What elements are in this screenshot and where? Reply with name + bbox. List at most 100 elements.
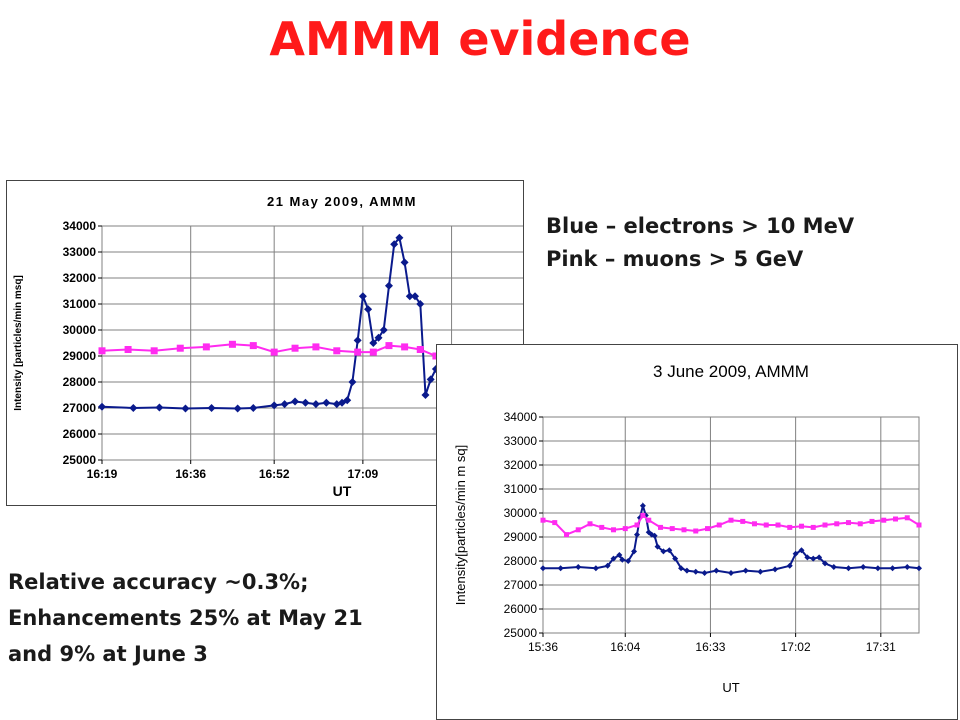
y-tick-label: 25000	[63, 453, 97, 467]
data-point-muons	[787, 524, 793, 530]
data-point-muons	[416, 346, 424, 353]
data-point-electrons	[634, 531, 640, 538]
data-point-electrons	[426, 375, 435, 384]
y-axis-label: Intensity[particles/min m sq]	[453, 445, 468, 605]
data-point-electrons	[311, 400, 320, 409]
data-point-electrons	[904, 564, 911, 570]
data-point-muons	[291, 344, 299, 352]
data-point-electrons	[816, 554, 823, 561]
data-point-muons	[916, 522, 922, 528]
data-point-electrons	[660, 548, 667, 555]
y-tick-label: 31000	[63, 297, 97, 311]
data-point-electrons	[728, 570, 734, 576]
data-point-electrons	[889, 565, 896, 572]
data-point-electrons	[575, 564, 582, 570]
data-point-electrons	[692, 568, 699, 575]
data-point-electrons	[369, 339, 378, 347]
data-point-electrons	[860, 564, 867, 570]
data-point-muons	[622, 526, 628, 532]
y-tick-label: 29000	[504, 530, 538, 544]
data-point-muons	[681, 527, 687, 533]
data-point-muons	[716, 522, 722, 528]
data-point-muons	[401, 343, 409, 351]
data-point-electrons	[374, 333, 383, 342]
data-point-electrons	[654, 543, 661, 550]
x-tick-label: 16:04	[610, 640, 640, 654]
y-tick-label: 26000	[63, 427, 97, 441]
data-point-muons	[354, 348, 362, 356]
data-point-electrons	[645, 529, 652, 536]
data-point-electrons	[916, 565, 922, 572]
chart-june-3: 3 June 2009, AMMM 25000 26000 27000 28000 290…	[436, 344, 958, 720]
data-point-muons	[881, 517, 887, 523]
chart-title: 3 June 2009, AMMM	[653, 362, 809, 381]
y-axis-label: Intensity [particles/min msq]	[13, 275, 24, 411]
y-tick-label: 34000	[63, 219, 97, 233]
data-point-muons	[834, 521, 840, 527]
data-point-muons	[540, 517, 546, 523]
data-point-muons	[432, 352, 440, 360]
data-point-muons	[634, 522, 640, 528]
data-point-muons	[893, 516, 898, 522]
data-point-electrons	[416, 300, 425, 308]
data-point-electrons	[358, 292, 367, 301]
data-point-electrons	[757, 568, 764, 575]
data-point-electrons	[651, 532, 658, 539]
data-point-electrons	[604, 562, 611, 569]
x-tick-label: 16:52	[259, 467, 290, 481]
data-point-electrons	[625, 558, 632, 564]
data-point-muons	[740, 518, 746, 524]
data-point-electrons	[322, 398, 331, 407]
data-point-electrons	[421, 391, 430, 399]
data-point-electrons	[639, 502, 646, 509]
note-line-3: and 9% at June 3	[8, 642, 208, 666]
x-tick-label: 17:09	[348, 467, 379, 481]
y-tick-label: 33000	[504, 434, 538, 448]
data-point-electrons	[181, 404, 190, 413]
data-point-electrons	[338, 398, 346, 407]
chart-june-3-svg: 3 June 2009, AMMM 25000 26000 27000 28000 290…	[453, 362, 922, 695]
data-point-electrons	[98, 402, 106, 411]
data-point-muons	[98, 347, 106, 355]
data-point-muons	[270, 348, 278, 356]
data-point-electrons	[557, 565, 564, 572]
data-point-muons	[150, 347, 158, 355]
note-line-1: Relative accuracy ~0.3%;	[8, 570, 309, 594]
y-tick-label: 30000	[504, 506, 538, 520]
y-tick-label: 27000	[63, 401, 97, 415]
y-tick-label: 30000	[63, 323, 97, 337]
x-tick-label: 17:31	[866, 640, 896, 654]
data-point-electrons	[291, 397, 300, 406]
data-point-electrons	[616, 552, 623, 558]
data-point-electrons	[280, 400, 289, 409]
data-point-muons	[564, 532, 569, 538]
data-point-electrons	[619, 556, 626, 563]
note-line-2: Enhancements 25% at May 21	[8, 606, 363, 630]
data-point-electrons	[666, 547, 673, 554]
data-point-electrons	[672, 555, 679, 562]
x-axis-label: UT	[333, 483, 352, 499]
data-point-electrons	[343, 396, 352, 405]
data-point-muons	[869, 518, 875, 524]
y-tick-label: 33000	[63, 245, 97, 259]
data-point-muons	[846, 520, 851, 526]
data-point-muons	[385, 342, 393, 350]
data-point-muons	[228, 340, 236, 348]
x-tick-label: 17:02	[781, 640, 811, 654]
data-point-muons	[176, 344, 184, 352]
data-point-electrons	[683, 567, 690, 574]
data-point-muons	[611, 527, 616, 533]
data-point-electrons	[384, 281, 393, 290]
x-tick-label: 15:36	[528, 640, 558, 654]
data-point-muons	[705, 526, 710, 532]
y-tick-label: 29000	[63, 349, 97, 363]
data-point-electrons	[129, 404, 138, 412]
y-tick-label: 28000	[504, 554, 538, 568]
data-point-electrons	[270, 401, 279, 410]
data-point-electrons	[390, 240, 399, 249]
y-tick-label: 26000	[504, 602, 538, 616]
chart-title: 21 May 2009, AMMM	[267, 194, 417, 209]
data-point-muons	[810, 524, 816, 530]
data-point-muons	[202, 343, 210, 351]
data-point-electrons	[610, 555, 617, 562]
